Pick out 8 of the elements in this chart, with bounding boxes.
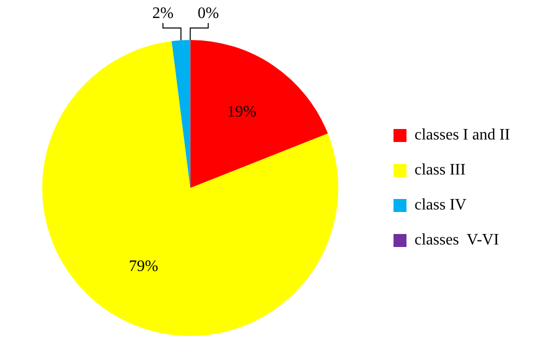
legend-label: classes V-VI [414,232,499,249]
legend-label: classes I and II [414,126,510,144]
legend-label: class IV [414,196,467,214]
data-label: 79% [128,258,158,276]
data-label: 19% [227,103,256,120]
data-label: 2% [152,5,174,22]
legend-label: class III [414,162,466,179]
text: 0% [198,5,219,22]
